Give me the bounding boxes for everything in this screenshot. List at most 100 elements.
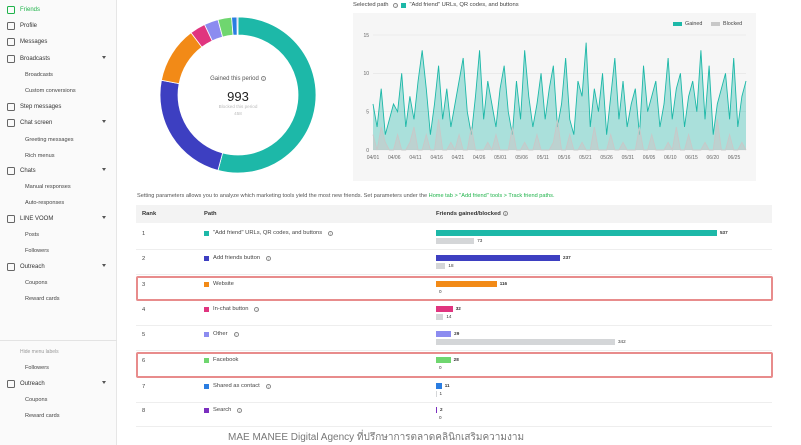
info-icon[interactable]: i (502, 211, 508, 216)
sidebar-sub-broadcasts[interactable]: Broadcasts (25, 72, 53, 78)
row-path-label: Search (213, 407, 232, 413)
voom-icon (7, 215, 15, 223)
info-icon[interactable]: i (237, 407, 243, 413)
donut-label: Gained this period i (157, 76, 319, 82)
sidebar-sub-greeting[interactable]: Greeting messages (25, 137, 74, 143)
sidebar-item-outreach[interactable]: Outreach (0, 260, 117, 274)
x-tick-label: 06/10 (664, 155, 677, 161)
row-path-label: In-chat button (213, 306, 249, 312)
table-row: 1 "Add friend" URLs, QR codes, and button… (136, 225, 772, 250)
sidebar-sub-posts[interactable]: Posts (25, 232, 39, 238)
path-color-swatch (204, 407, 209, 413)
table-row: 4 In-chat button i 32 14 (136, 301, 772, 326)
sidebar-sub-followers[interactable]: Followers (25, 248, 49, 254)
x-tick-label: 05/16 (558, 155, 571, 161)
watermark: MAE MANEE Digital Agency ที่ปรึกษาการตลา… (228, 432, 525, 443)
sidebar-sub-reward-cards[interactable]: Reward cards (25, 296, 60, 302)
info-icon[interactable]: i (260, 76, 266, 81)
blocked-bar (436, 339, 615, 345)
sidebar-item-messages[interactable]: Messages (0, 35, 117, 49)
blocked-bar (436, 391, 437, 397)
path-color-swatch (204, 230, 209, 236)
info-icon[interactable]: i (266, 255, 272, 261)
donut-slice[interactable] (236, 16, 239, 36)
sidebar-item-profile[interactable]: Profile (0, 19, 117, 33)
x-tick-label: 05/26 (600, 155, 613, 161)
donut-center: Gained this period i 993 Blocked this per… (157, 14, 319, 176)
sidebar-sub-reward-cards[interactable]: Reward cards (25, 413, 60, 419)
gained-bar (436, 331, 452, 337)
gained-bar (436, 357, 451, 363)
sidebar-sub-auto-responses[interactable]: Auto-responses (25, 200, 65, 206)
sidebar-item-chat-screen[interactable]: Chat screen (0, 116, 117, 130)
hide-menu-labels[interactable]: Hide menu labels (20, 349, 59, 355)
y-tick-label: 15 (363, 33, 369, 39)
sidebar-sub-coupons[interactable]: Coupons (25, 280, 48, 286)
legend-blocked: Blocked (711, 21, 742, 27)
donut-value: 993 (227, 89, 249, 104)
gained-value: 11 (444, 383, 450, 388)
table-row: 2 Add friends button i 237 18 (136, 250, 772, 275)
row-path: Add friends button i (204, 255, 272, 261)
x-tick-label: 05/11 (537, 155, 549, 161)
row-path: Shared as contact i (204, 383, 271, 389)
info-icon[interactable]: i (233, 331, 239, 337)
sidebar-item-outreach[interactable]: Outreach (0, 377, 117, 391)
step-messages-icon (7, 103, 15, 111)
sidebar-item-label: Chats (20, 168, 36, 174)
chats-icon (7, 167, 15, 175)
sidebar-sub-rich-menus[interactable]: Rich menus (25, 153, 55, 159)
chevron-down-icon (102, 168, 106, 171)
highlight-facebook (136, 352, 773, 378)
x-tick-label: 05/21 (579, 155, 592, 161)
sidebar-item-line-voom[interactable]: LINE VOOM (0, 212, 117, 226)
row-rank: 5 (142, 332, 146, 338)
sidebar-item-broadcasts[interactable]: Broadcasts (0, 52, 117, 66)
sidebar-item-label: Friends (20, 7, 41, 13)
outreach-icon (7, 380, 15, 388)
x-tick-label: 04/01 (367, 155, 380, 161)
info-icon[interactable]: i (393, 2, 399, 8)
path-color-swatch (204, 383, 209, 389)
legend-blocked-swatch (711, 22, 720, 26)
sidebar-divider (0, 340, 117, 341)
donut-slice[interactable] (217, 16, 317, 174)
messages-icon (7, 38, 15, 46)
row-rank: 7 (142, 384, 146, 390)
row-path-label: Website (213, 281, 234, 287)
y-tick-label: 5 (366, 109, 369, 115)
sidebar-sub-coupons[interactable]: Coupons (25, 397, 48, 403)
sidebar-sub-manual-responses[interactable]: Manual responses (25, 184, 71, 190)
sidebar-item-step-messages[interactable]: Step messages (0, 100, 117, 114)
info-icon[interactable]: i (328, 230, 334, 236)
gained-bar (436, 407, 438, 413)
x-tick-label: 06/05 (643, 155, 656, 161)
info-icon[interactable]: i (265, 383, 271, 389)
outreach-icon (7, 263, 15, 271)
donut-label-text: Gained this period (210, 76, 259, 82)
row-rank: 4 (142, 307, 146, 313)
blocked-bar (436, 238, 475, 244)
blocked-value: 342 (617, 339, 626, 344)
series-line (372, 42, 747, 135)
gained-bar (436, 230, 717, 236)
col-friends-label: Friends gained/blocked (436, 211, 501, 217)
sidebar-item-chats[interactable]: Chats (0, 164, 117, 178)
blocked-value: 73 (477, 238, 483, 243)
x-tick-label: 06/15 (685, 155, 698, 161)
chevron-down-icon (102, 120, 106, 123)
info-icon[interactable]: i (254, 306, 260, 312)
note-link[interactable]: Home tab > "Add friend" tools > Track fr… (428, 193, 555, 199)
row-path-label: Other (213, 331, 228, 337)
gained-value: 116 (499, 281, 508, 286)
sidebar-sub-followers[interactable]: Followers (25, 365, 49, 371)
sidebar-sub-custom-conversions[interactable]: Custom conversions (25, 88, 76, 94)
row-path: Search i (204, 407, 243, 413)
path-donut-chart: Gained this period i 993 Blocked this per… (157, 14, 319, 176)
row-path: Other i (204, 331, 239, 337)
row-path: Facebook (204, 357, 238, 363)
row-path-label: Add friends button (213, 255, 261, 261)
x-tick-label: 04/21 (452, 155, 465, 161)
blocked-value: 14 (446, 314, 452, 319)
sidebar-item-friends[interactable]: Friends (0, 3, 117, 17)
